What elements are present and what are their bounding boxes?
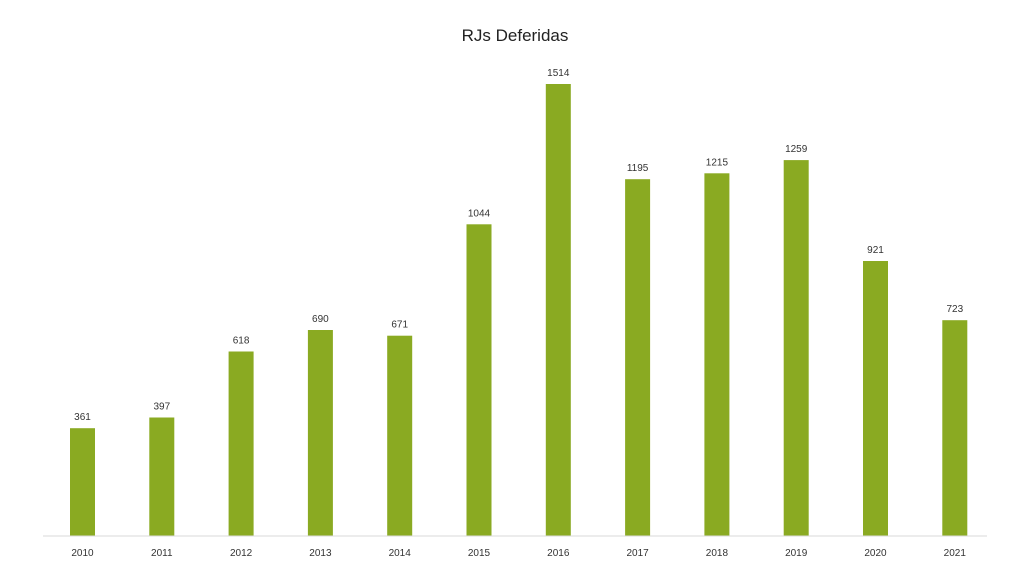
data-label-2014: 671 (391, 320, 408, 331)
chart-title: RJs Deferidas (462, 26, 569, 45)
bar-2014 (387, 335, 413, 536)
x-tick-label-2017: 2017 (626, 548, 649, 559)
data-label-2018: 1215 (706, 157, 729, 168)
x-tick-label-2021: 2021 (944, 548, 967, 559)
bar-2018 (704, 173, 730, 537)
bar-2010 (70, 428, 95, 536)
x-tick-label-2018: 2018 (706, 548, 729, 559)
data-label-2013: 690 (312, 314, 329, 325)
x-tick-label-2012: 2012 (230, 548, 253, 559)
bar-2012 (228, 351, 254, 536)
x-tick-label-2015: 2015 (468, 548, 491, 559)
data-labels-group: 361 397 618 690 671 1044 1514 1195 1215 1259 921 72… (74, 68, 963, 423)
bar-2020 (863, 261, 888, 536)
bar-2013 (307, 330, 333, 536)
data-label-2010: 361 (74, 412, 91, 423)
x-tick-label-2013: 2013 (309, 548, 332, 559)
x-tick-labels-group: 2010 2011 2012 2013 2014 2015 2016 2017 2018 2019… (71, 548, 966, 559)
x-tick-label-2010: 2010 (71, 548, 94, 559)
bar-2011 (149, 417, 175, 536)
data-label-2021: 723 (946, 304, 963, 315)
data-label-2015: 1044 (468, 208, 491, 219)
data-label-2016: 1514 (547, 68, 570, 79)
data-label-2012: 618 (233, 336, 250, 347)
bar-2016 (545, 84, 571, 536)
x-tick-label-2019: 2019 (785, 548, 808, 559)
bar-2015 (466, 224, 492, 537)
bar-2019 (783, 160, 809, 536)
data-label-2019: 1259 (785, 144, 808, 155)
data-label-2017: 1195 (627, 163, 649, 174)
data-label-2020: 921 (867, 245, 884, 256)
data-label-2011: 397 (153, 402, 170, 413)
x-tick-label-2011: 2011 (151, 548, 173, 559)
bar-2017 (625, 179, 651, 536)
bar-2021 (942, 320, 968, 536)
bars-group (70, 84, 968, 537)
x-tick-label-2014: 2014 (389, 548, 412, 559)
x-tick-label-2020: 2020 (864, 548, 887, 559)
x-tick-label-2016: 2016 (547, 548, 570, 559)
